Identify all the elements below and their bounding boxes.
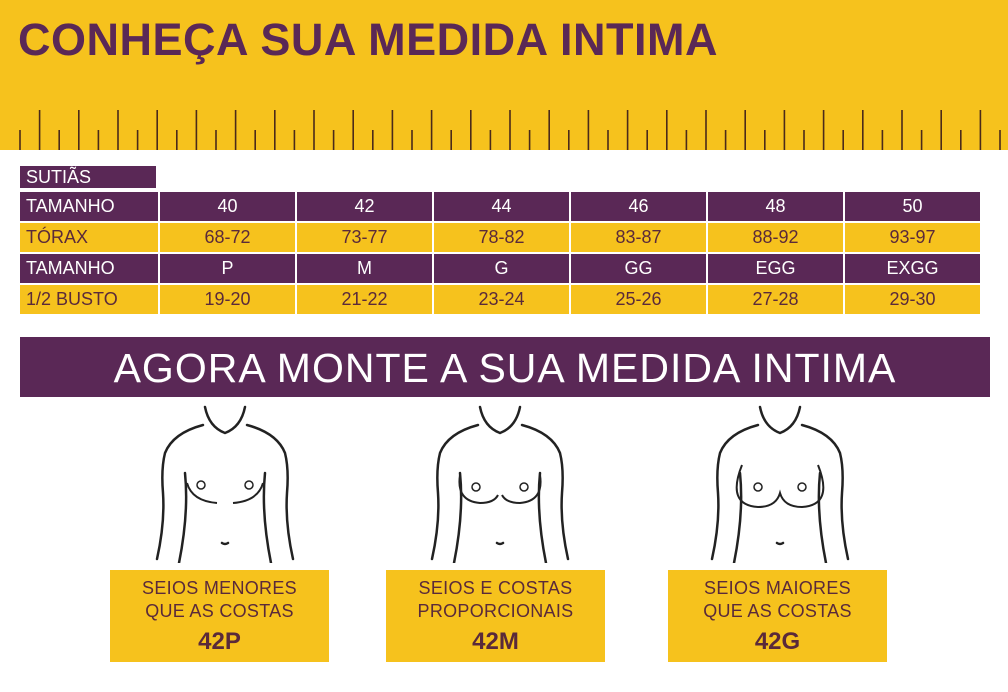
table-row: TAMANHO P M G GG EGG EXGG <box>20 254 980 283</box>
table-cell: 23-24 <box>434 285 569 314</box>
torso-large-bust-illustration <box>710 405 850 563</box>
table-cell: 50 <box>845 192 980 221</box>
ruler-ticks <box>19 110 1001 150</box>
row-label: TAMANHO <box>20 192 158 221</box>
table-cell: 83-87 <box>571 223 706 252</box>
table-cell: EGG <box>708 254 843 283</box>
table-cell: 19-20 <box>160 285 295 314</box>
table-cell: 46 <box>571 192 706 221</box>
table-caption: SUTIÃS <box>20 166 156 188</box>
header-banner: CONHEÇA SUA MEDIDA INTIMA <box>0 0 1008 150</box>
table-cell: 27-28 <box>708 285 843 314</box>
row-label: 1/2 BUSTO <box>20 285 158 314</box>
card-proportional: SEIOS E COSTAS PROPORCIONAIS 42M <box>386 570 605 662</box>
table-row: TAMANHO 40 42 44 46 48 50 <box>20 192 980 221</box>
table-cell: 93-97 <box>845 223 980 252</box>
table-cell: 25-26 <box>571 285 706 314</box>
table-cell: 68-72 <box>160 223 295 252</box>
table-cell: M <box>297 254 432 283</box>
card-small-bust: SEIOS MENORES QUE AS COSTAS 42P <box>110 570 329 662</box>
card-large-bust: SEIOS MAIORES QUE AS COSTAS 42G <box>668 570 887 662</box>
bust-small <box>186 482 264 504</box>
table-cell: GG <box>571 254 706 283</box>
table-cell: G <box>434 254 569 283</box>
card-description: QUE AS COSTAS <box>145 601 294 621</box>
size-table: TAMANHO 40 42 44 46 48 50 TÓRAX 68-72 73-77 78-82 8… <box>18 190 982 316</box>
table-row: 1/2 BUSTO 19-20 21-22 23-24 25-26 27-28 29-30 <box>20 285 980 314</box>
card-size: 42M <box>472 628 519 655</box>
card-description: SEIOS MENORES <box>142 578 297 598</box>
table-cell: 73-77 <box>297 223 432 252</box>
section-banner: AGORA MONTE A SUA MEDIDA INTIMA <box>20 337 990 397</box>
torso-proportional-illustration <box>430 405 570 563</box>
table-cell: 42 <box>297 192 432 221</box>
table-cell: EXGG <box>845 254 980 283</box>
table-cell: 78-82 <box>434 223 569 252</box>
table-cell: P <box>160 254 295 283</box>
card-description: QUE AS COSTAS <box>703 601 852 621</box>
table-cell: 88-92 <box>708 223 843 252</box>
row-label: TAMANHO <box>20 254 158 283</box>
card-size: 42G <box>754 628 801 655</box>
table-cell: 29-30 <box>845 285 980 314</box>
card-description: SEIOS E COSTAS <box>418 578 573 598</box>
table-cell: 21-22 <box>297 285 432 314</box>
torso-small-bust-illustration <box>155 405 295 563</box>
page-title: CONHEÇA SUA MEDIDA INTIMA <box>18 14 718 65</box>
table-cell: 40 <box>160 192 295 221</box>
card-description: SEIOS MAIORES <box>704 578 851 598</box>
card-description: PROPORCIONAIS <box>417 601 574 621</box>
card-size: 42P <box>198 628 241 655</box>
table-cell: 44 <box>434 192 569 221</box>
table-row: TÓRAX 68-72 73-77 78-82 83-87 88-92 93-97 <box>20 223 980 252</box>
row-label: TÓRAX <box>20 223 158 252</box>
table-cell: 48 <box>708 192 843 221</box>
